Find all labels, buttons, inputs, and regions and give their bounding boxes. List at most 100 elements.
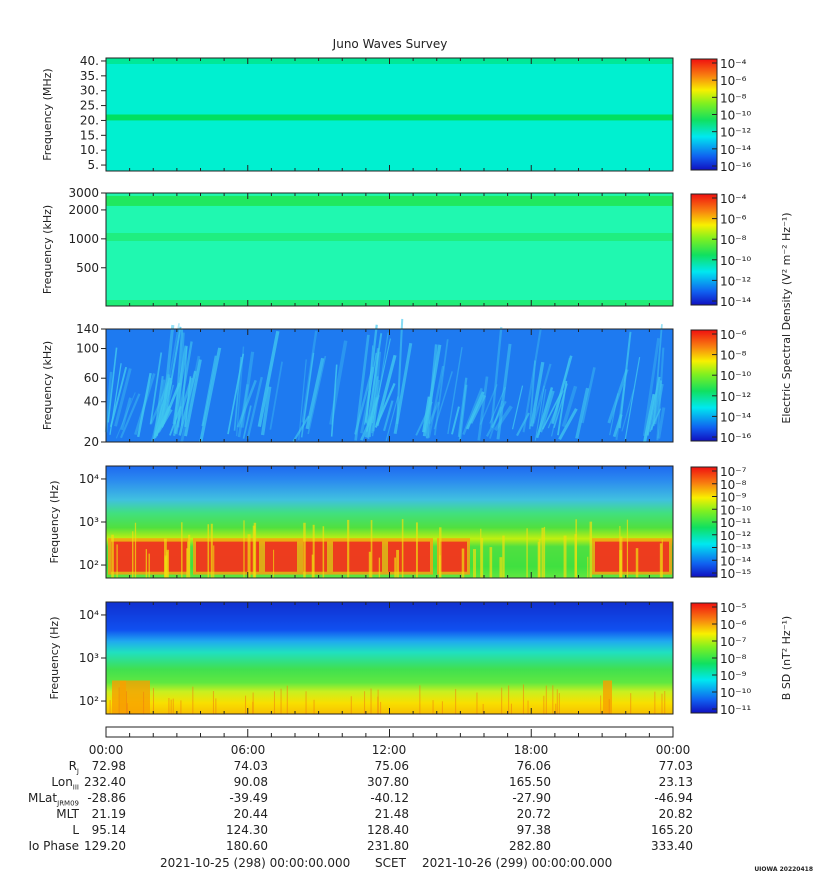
ephemeris-value: 20.82	[658, 807, 693, 821]
emission-streak	[538, 389, 547, 436]
colorbar-tick-label: 10⁻¹³	[720, 542, 751, 556]
ephemeris-row-label: LonIII	[51, 775, 79, 792]
y-tick-label: 20.	[80, 113, 99, 127]
ephemeris-value: 75.06	[374, 759, 409, 773]
y-axis-label: Frequency (kHz)	[41, 341, 54, 430]
y-tick-label: 5.	[88, 158, 99, 172]
emission-streak	[169, 406, 182, 436]
y-tick-label: 30.	[80, 84, 99, 98]
emission-streak	[522, 328, 542, 433]
ephemeris-value: 20.44	[233, 807, 268, 821]
emission-streak	[561, 385, 578, 428]
emission-streak	[109, 366, 128, 428]
emission-streak	[180, 355, 201, 443]
emission-streak	[371, 351, 382, 432]
emission-streak	[137, 372, 152, 438]
ephemeris-value: 129.20	[84, 839, 126, 853]
emission-streak	[298, 359, 307, 440]
ephemeris-value: 77.03	[658, 759, 693, 773]
ephemeris-value: 232.40	[84, 775, 126, 789]
colorbar-tick-label: 10⁻¹⁰	[720, 254, 751, 268]
colorbar-tick-label: 10⁻⁷	[720, 635, 747, 649]
hot-region	[265, 541, 297, 572]
time-axis	[105, 726, 674, 738]
emission-streak	[516, 412, 530, 437]
y-tick-label: 100	[76, 342, 99, 356]
emission-streak	[457, 377, 468, 438]
y-tick-label: 35.	[80, 69, 99, 83]
emission-streak	[305, 357, 325, 430]
spectrogram-background	[106, 193, 673, 306]
y-tick-label: 10⁴	[79, 472, 99, 486]
hot-region	[595, 541, 669, 572]
emission-streak	[246, 376, 263, 440]
colorbar-tick-label: 10⁻¹⁵	[720, 567, 751, 581]
emission-streak	[642, 338, 660, 437]
emission-streak	[292, 415, 310, 443]
emission-streak	[621, 389, 635, 432]
emission-streak	[433, 371, 453, 430]
time-label: 00:00	[655, 743, 691, 757]
emission-streak	[375, 354, 397, 426]
emission-streak	[114, 368, 132, 427]
emission-streak	[541, 392, 562, 430]
emission-streak	[149, 352, 163, 425]
ephemeris-value: 231.80	[367, 839, 409, 853]
emission-streak	[653, 383, 664, 425]
y-tick-label: 25.	[80, 99, 99, 113]
emission-streak	[490, 326, 503, 428]
ephemeris-value: -46.94	[654, 791, 693, 805]
emission-streak	[557, 380, 568, 436]
emission-streak	[493, 405, 513, 432]
ephemeris-value: -39.49	[229, 791, 268, 805]
emission-streak	[657, 407, 666, 439]
emission-streak	[535, 387, 554, 439]
emission-streak	[396, 318, 404, 424]
emission-streak	[242, 405, 252, 439]
emission-streak	[551, 355, 573, 425]
colorbar-tick-label: 10⁻¹²	[720, 529, 751, 543]
colorbar-tick-label: 10⁻¹²	[720, 274, 751, 288]
colorbar-tick-label: 10⁻⁵	[720, 601, 747, 615]
ephemeris-row-label: MLT	[56, 807, 79, 821]
emission-streak	[364, 397, 379, 438]
emission-streak	[385, 396, 399, 442]
y-tick-label: 140	[76, 322, 99, 336]
emission-streak	[180, 346, 188, 426]
colorbar-tick-label: 10⁻⁹	[720, 669, 747, 683]
panel-4: 10⁴ 10³ 10² Frequency (Hz) 10⁻⁷10⁻⁸10⁻⁹10⁻¹⁰…	[48, 465, 751, 581]
emission-streak	[366, 345, 374, 424]
ephemeris-row-subscript: J	[76, 767, 79, 776]
emission-streak	[107, 347, 118, 423]
ephemeris-row-label: RJ	[68, 759, 79, 776]
y-tick-label: 10²	[79, 694, 99, 708]
emission-streak	[120, 393, 141, 439]
ephemeris-value: 20.72	[516, 807, 551, 821]
scet-label: SCET	[375, 856, 406, 870]
colorbar-tick-label: 10⁻⁶	[720, 618, 747, 632]
time-label: 12:00	[371, 743, 407, 757]
emission-streak	[652, 324, 663, 427]
emission-streak	[354, 334, 370, 441]
emission-streak	[534, 385, 545, 441]
time-label: 06:00	[230, 743, 266, 757]
hot-region	[120, 680, 150, 714]
time-label: 00:00	[88, 743, 124, 757]
emission-streak	[156, 379, 166, 434]
y-tick-label: 10³	[79, 651, 99, 665]
emission-streak	[425, 344, 438, 439]
emission-streak	[558, 408, 578, 441]
panel-1: 5.10.15.20.25.30.35.40. Frequency (MHz) 10…	[41, 54, 751, 174]
ephemeris-row-label: Io Phase	[28, 839, 79, 853]
ephemeris-value: 21.19	[91, 807, 126, 821]
emission-streak	[301, 330, 318, 423]
emission-streak	[330, 364, 338, 437]
colorbar-tick-label: 10⁻⁶	[720, 328, 747, 342]
emission-streak	[269, 361, 283, 430]
emission-streak	[371, 332, 389, 437]
emission-streak	[528, 360, 537, 430]
emission-streak	[539, 390, 555, 433]
colorbar-tick-label: 10⁻¹⁶	[720, 160, 751, 174]
y-tick-label: 10.	[80, 143, 99, 157]
y-axis-label: Frequency (MHz)	[41, 68, 54, 160]
